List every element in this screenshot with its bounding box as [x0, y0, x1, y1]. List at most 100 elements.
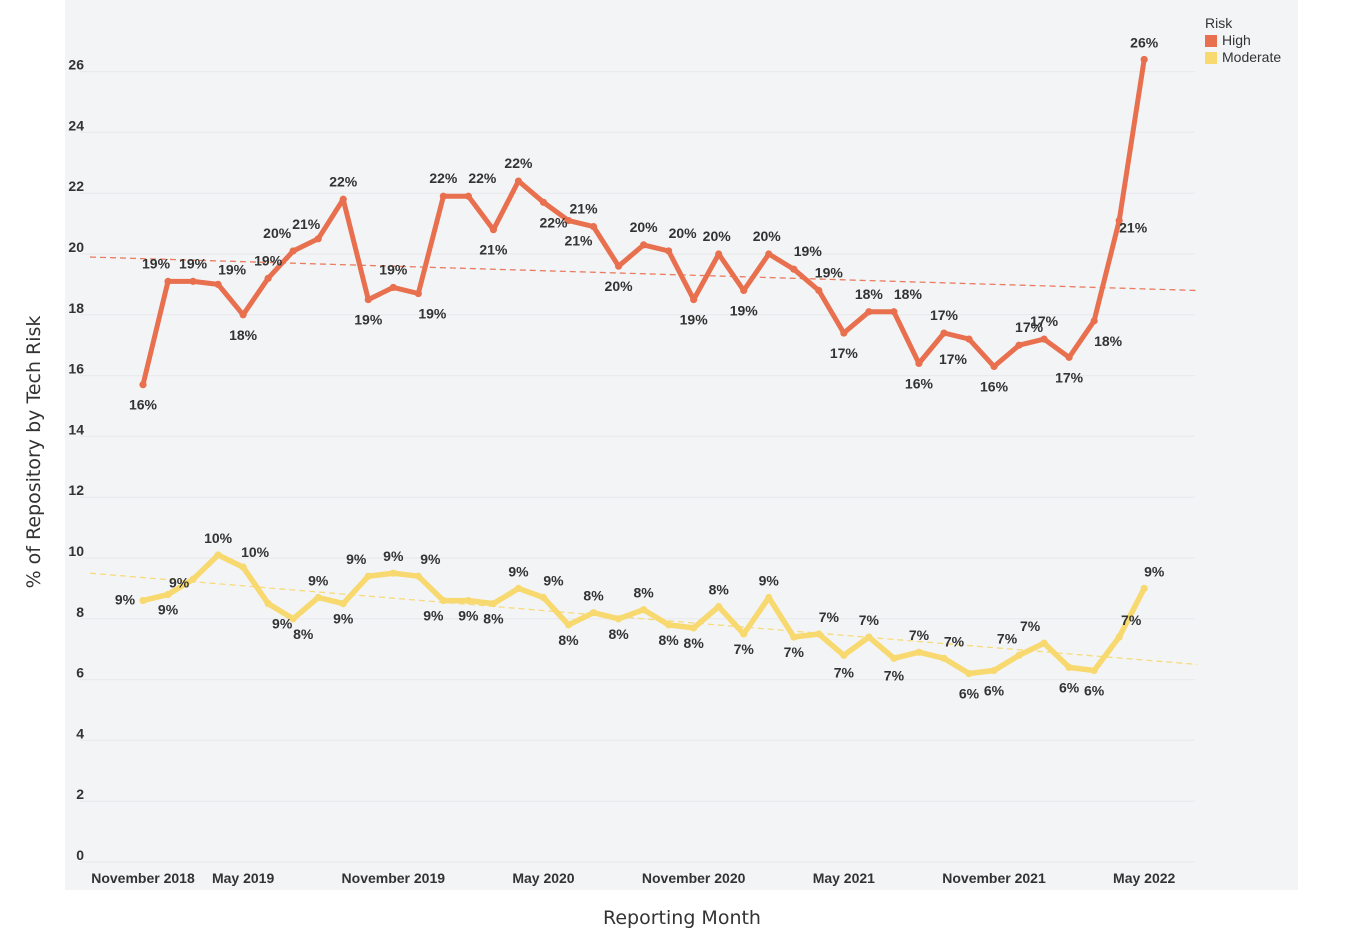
- data-point-high[interactable]: [940, 329, 948, 337]
- data-point-moderate[interactable]: [790, 633, 798, 641]
- data-point-moderate[interactable]: [414, 572, 422, 580]
- data-point-moderate[interactable]: [1015, 651, 1023, 659]
- data-point-moderate[interactable]: [940, 654, 948, 662]
- data-point-high[interactable]: [514, 177, 523, 185]
- data-label-moderate: 8%: [709, 582, 730, 598]
- data-point-moderate[interactable]: [965, 669, 973, 678]
- data-point-high[interactable]: [564, 216, 573, 225]
- data-point-high[interactable]: [389, 283, 397, 292]
- data-label-high: 19%: [254, 252, 283, 268]
- data-point-moderate[interactable]: [865, 633, 873, 641]
- data-point-high[interactable]: [1015, 341, 1023, 349]
- data-point-moderate[interactable]: [765, 593, 773, 602]
- data-point-high[interactable]: [990, 362, 998, 371]
- data-label-moderate: 8%: [633, 585, 654, 601]
- data-point-moderate[interactable]: [890, 654, 898, 662]
- data-point-high[interactable]: [164, 277, 172, 285]
- data-point-high[interactable]: [339, 195, 347, 203]
- data-point-moderate[interactable]: [289, 615, 297, 623]
- data-point-moderate[interactable]: [1090, 666, 1098, 675]
- data-point-moderate[interactable]: [915, 648, 923, 656]
- data-point-moderate[interactable]: [489, 600, 498, 608]
- data-point-high[interactable]: [614, 262, 623, 270]
- data-point-high[interactable]: [489, 226, 498, 234]
- data-point-moderate[interactable]: [564, 621, 573, 629]
- data-point-high[interactable]: [539, 198, 548, 206]
- legend-item-moderate[interactable]: Moderate: [1205, 49, 1281, 66]
- data-point-high[interactable]: [715, 250, 723, 258]
- data-point-high[interactable]: [439, 192, 447, 200]
- data-point-moderate[interactable]: [690, 624, 698, 632]
- data-point-high[interactable]: [840, 329, 848, 337]
- data-point-moderate[interactable]: [665, 621, 673, 629]
- data-label-moderate: 9%: [458, 608, 479, 624]
- data-point-high[interactable]: [289, 247, 297, 255]
- data-point-high[interactable]: [790, 265, 798, 273]
- data-point-high[interactable]: [665, 247, 673, 255]
- data-point-high[interactable]: [1140, 55, 1148, 64]
- data-point-high[interactable]: [765, 250, 773, 258]
- data-point-moderate[interactable]: [164, 590, 172, 599]
- data-label-moderate: 10%: [204, 530, 233, 546]
- data-label-high: 21%: [564, 233, 593, 249]
- data-point-moderate[interactable]: [239, 563, 247, 571]
- data-point-high[interactable]: [640, 241, 648, 249]
- data-point-moderate[interactable]: [464, 596, 472, 605]
- data-point-moderate[interactable]: [1065, 663, 1073, 672]
- data-point-moderate[interactable]: [364, 572, 372, 580]
- data-point-high[interactable]: [965, 335, 973, 343]
- data-point-high[interactable]: [214, 280, 222, 288]
- x-tick-label: May 2019: [212, 870, 274, 886]
- data-label-moderate: 8%: [659, 632, 680, 648]
- data-point-high[interactable]: [1040, 335, 1048, 343]
- data-point-moderate[interactable]: [840, 651, 848, 659]
- data-point-high[interactable]: [1115, 216, 1123, 225]
- gridlines: [80, 71, 1195, 863]
- data-label-high: 19%: [142, 255, 171, 271]
- data-point-high[interactable]: [815, 286, 823, 295]
- data-point-high[interactable]: [740, 286, 748, 295]
- data-point-moderate[interactable]: [1140, 584, 1148, 593]
- data-point-high[interactable]: [915, 359, 923, 368]
- data-point-high[interactable]: [414, 289, 422, 298]
- data-point-moderate[interactable]: [589, 609, 598, 617]
- data-point-moderate[interactable]: [214, 551, 222, 559]
- data-point-moderate[interactable]: [740, 630, 748, 638]
- data-label-high: 18%: [229, 327, 258, 343]
- data-point-moderate[interactable]: [539, 593, 548, 602]
- data-point-moderate[interactable]: [514, 584, 523, 593]
- data-point-moderate[interactable]: [614, 615, 623, 623]
- data-point-moderate[interactable]: [139, 596, 147, 605]
- data-point-moderate[interactable]: [990, 666, 998, 675]
- data-point-moderate[interactable]: [189, 575, 197, 583]
- data-point-moderate[interactable]: [640, 606, 648, 614]
- data-label-moderate: 9%: [508, 563, 529, 579]
- data-label-high: 18%: [855, 286, 884, 302]
- legend-label-high: High: [1222, 32, 1251, 48]
- data-point-high[interactable]: [239, 311, 247, 319]
- data-point-high[interactable]: [865, 308, 873, 316]
- data-point-moderate[interactable]: [339, 600, 347, 608]
- x-tick-label: November 2021: [942, 870, 1046, 886]
- data-point-high[interactable]: [189, 277, 197, 285]
- data-point-high[interactable]: [464, 192, 472, 200]
- data-point-high[interactable]: [1090, 317, 1098, 325]
- data-point-moderate[interactable]: [439, 596, 447, 605]
- data-point-high[interactable]: [890, 308, 898, 316]
- data-point-moderate[interactable]: [389, 569, 397, 577]
- data-point-high[interactable]: [264, 274, 272, 282]
- data-point-high[interactable]: [314, 235, 322, 243]
- data-point-moderate[interactable]: [264, 600, 272, 608]
- data-point-high[interactable]: [139, 381, 147, 389]
- data-point-moderate[interactable]: [1040, 639, 1048, 647]
- legend-item-high[interactable]: High: [1205, 32, 1281, 49]
- data-point-high[interactable]: [690, 296, 698, 304]
- data-point-moderate[interactable]: [715, 603, 723, 611]
- data-label-high: 26%: [1130, 34, 1159, 50]
- data-point-moderate[interactable]: [1115, 633, 1123, 641]
- data-point-moderate[interactable]: [815, 630, 823, 638]
- data-point-high[interactable]: [589, 223, 598, 231]
- data-point-moderate[interactable]: [314, 593, 322, 602]
- data-point-high[interactable]: [364, 296, 372, 304]
- data-point-high[interactable]: [1065, 353, 1073, 361]
